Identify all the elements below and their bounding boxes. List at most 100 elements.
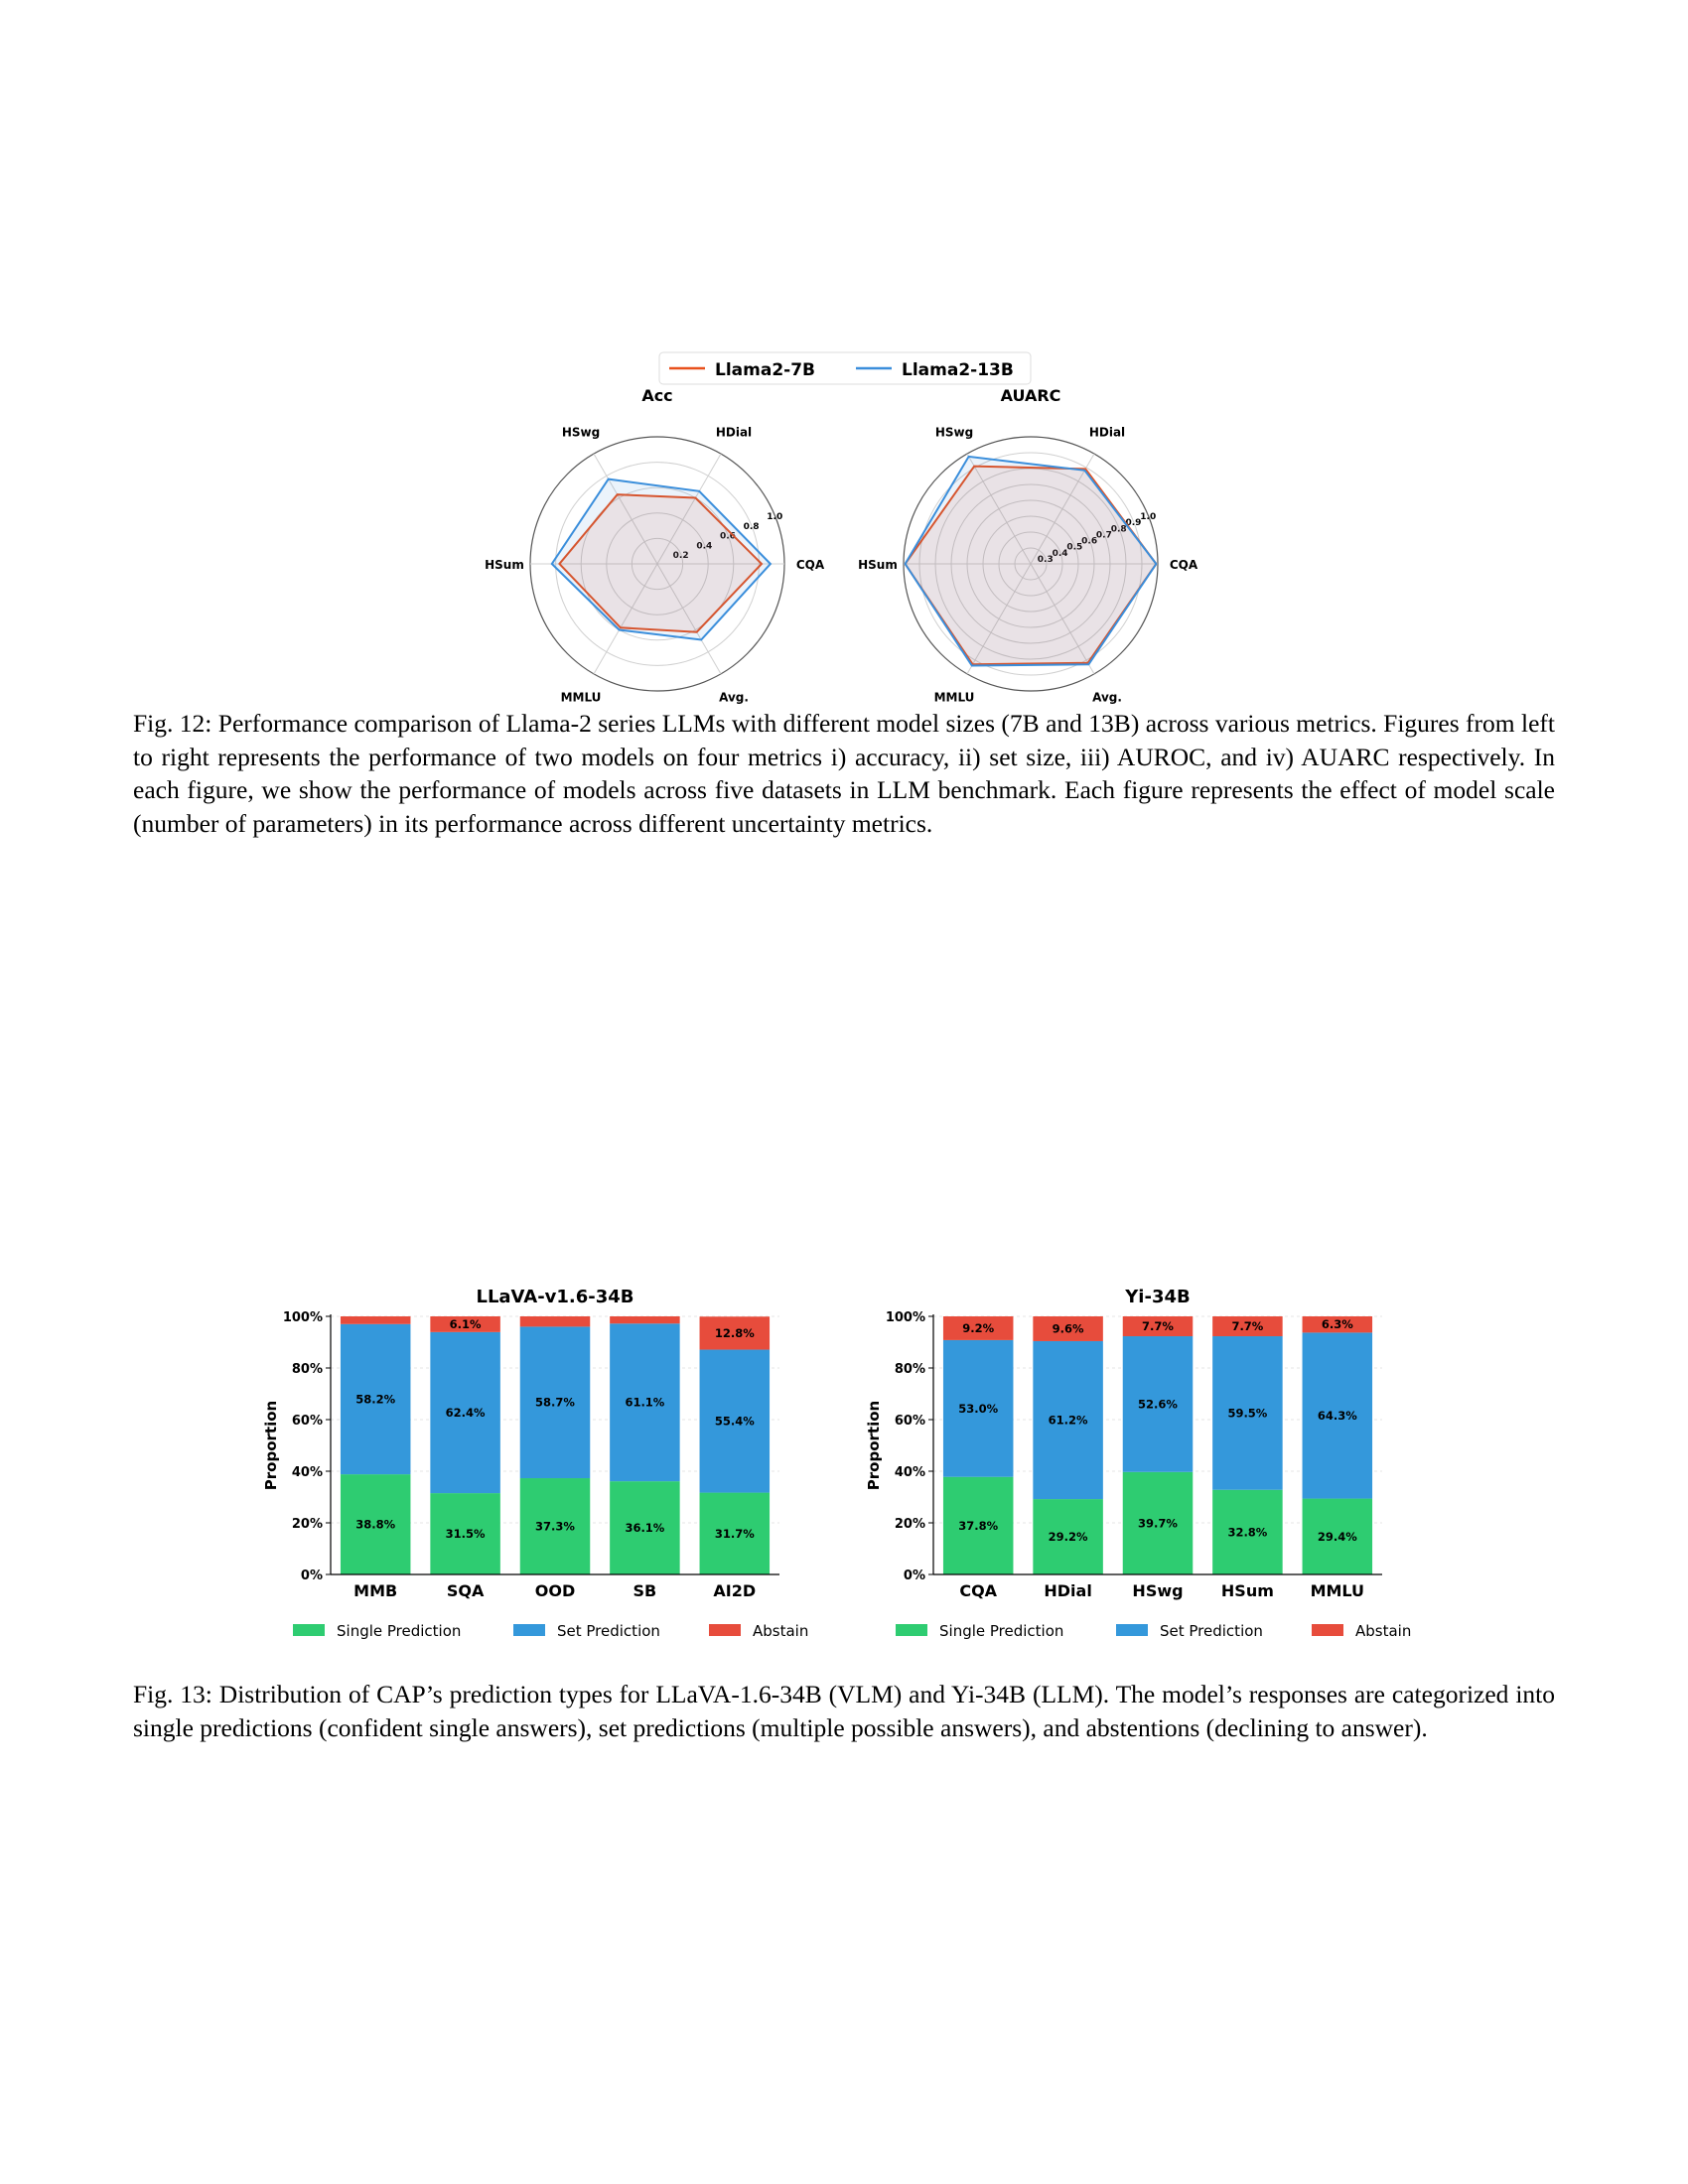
y-axis-label: Proportion bbox=[262, 1401, 280, 1490]
radar-series-llama2-13b bbox=[550, 478, 773, 641]
bar-set-prediction-sb bbox=[610, 1323, 680, 1482]
legend-swatch-0 bbox=[293, 1624, 325, 1636]
y-tick-label: 60% bbox=[895, 1414, 925, 1429]
radar-axis-label: Avg. bbox=[1092, 690, 1122, 704]
figure-12-caption: Fig. 12: Performance comparison of Llama… bbox=[133, 709, 1555, 838]
x-tick-label: SB bbox=[633, 1581, 657, 1600]
data-label: 37.3% bbox=[535, 1520, 575, 1534]
data-label: 62.4% bbox=[446, 1406, 486, 1420]
bar-single-prediction-hswg bbox=[1122, 1471, 1194, 1574]
bar-set-prediction-ai2d bbox=[699, 1349, 771, 1493]
bar-single-prediction-ood bbox=[519, 1478, 591, 1574]
bar-single-prediction-hdial bbox=[1033, 1499, 1103, 1574]
data-label: 55.4% bbox=[715, 1415, 755, 1429]
x-tick-label: SQA bbox=[447, 1581, 485, 1600]
legend-swatch-0 bbox=[896, 1624, 927, 1636]
bar-single-prediction-mmb bbox=[340, 1474, 411, 1574]
radar-title: AUARC bbox=[1001, 386, 1061, 405]
radar-chart-1: 0.30.40.50.60.70.80.91.0 CQA HDial HSwg HSum… bbox=[858, 386, 1198, 704]
data-label: 38.8% bbox=[355, 1518, 395, 1532]
data-label: 29.4% bbox=[1318, 1530, 1357, 1544]
radar-tick-label: 0.2 bbox=[673, 551, 689, 561]
radar-spoke bbox=[1030, 453, 1095, 565]
radar-axis-label: HSum bbox=[485, 558, 524, 572]
radar-axis-label: HSwg bbox=[935, 426, 973, 440]
bar-single-prediction-sb bbox=[610, 1481, 680, 1574]
radar-tick-label: 0.8 bbox=[1111, 524, 1127, 534]
radar-series-llama2-13b bbox=[904, 455, 1158, 667]
data-label: 9.6% bbox=[1053, 1321, 1084, 1335]
radar-chart-0: 0.2 0.4 0.6 0.8 1.0 CQA HDial HSwg HSum MMLU Avg. A… bbox=[485, 386, 825, 704]
data-label: 7.7% bbox=[1231, 1319, 1263, 1333]
data-label: 31.5% bbox=[446, 1527, 486, 1541]
data-label: 52.6% bbox=[1138, 1397, 1178, 1411]
data-label: 58.7% bbox=[535, 1396, 575, 1410]
radar-spoke bbox=[656, 453, 722, 565]
bar-chart-0: 0% 20% 40% 60% 80% 100% 38.8% 58.2% MMB 31.5% 62.4… bbox=[262, 1287, 808, 1640]
radar-tick-label: 0.4 bbox=[1053, 549, 1068, 559]
radar-axis-label: HSum bbox=[858, 558, 898, 572]
data-label: 59.5% bbox=[1227, 1406, 1267, 1420]
x-tick-label: CQA bbox=[959, 1581, 997, 1600]
radar-axis-label: CQA bbox=[1170, 558, 1198, 572]
y-tick-label: 40% bbox=[292, 1465, 323, 1480]
radar-tick-label: 0.6 bbox=[1081, 537, 1097, 547]
legend-label-2: Abstain bbox=[753, 1622, 808, 1640]
x-tick-label: MMLU bbox=[1311, 1581, 1364, 1600]
bar-abstain-ai2d bbox=[699, 1316, 771, 1350]
x-tick-label: HDial bbox=[1044, 1581, 1091, 1600]
data-label: 31.7% bbox=[715, 1527, 755, 1541]
radar-axis-label: HDial bbox=[1089, 426, 1125, 440]
bar-single-prediction-sqa bbox=[430, 1493, 500, 1574]
data-label: 61.1% bbox=[625, 1396, 664, 1410]
radar-tick-label: 0.8 bbox=[744, 522, 760, 532]
y-tick-label: 20% bbox=[895, 1517, 925, 1532]
figure-12-radar-charts: Llama2-7B Llama2-13B 0.2 0.4 0.6 0.8 1.0 CQA HDi… bbox=[485, 351, 1198, 704]
radar-spoke bbox=[1030, 563, 1095, 675]
y-tick-label: 100% bbox=[283, 1310, 323, 1325]
x-tick-label: HSwg bbox=[1132, 1581, 1183, 1600]
radar-axis-label: HSwg bbox=[562, 426, 600, 440]
chart-title: LLaVA-v1.6-34B bbox=[476, 1287, 633, 1307]
data-label: 32.8% bbox=[1227, 1525, 1267, 1539]
bar-set-prediction-mmb bbox=[340, 1323, 411, 1475]
radar-spoke bbox=[966, 453, 1032, 565]
data-label: 29.2% bbox=[1049, 1530, 1088, 1544]
bar-single-prediction-ai2d bbox=[699, 1492, 771, 1574]
legend-swatch-2 bbox=[709, 1624, 741, 1636]
legend-label-0: Single Prediction bbox=[939, 1622, 1063, 1640]
data-label: 39.7% bbox=[1138, 1516, 1178, 1530]
legend-swatch-2 bbox=[1312, 1624, 1343, 1636]
radar-axis-label: CQA bbox=[796, 558, 825, 572]
x-tick-label: AI2D bbox=[713, 1581, 756, 1600]
bar-abstain-mmlu bbox=[1302, 1316, 1373, 1333]
legend-label-1: Set Prediction bbox=[1160, 1622, 1263, 1640]
data-label: 61.2% bbox=[1049, 1414, 1088, 1428]
radar-tick-label: 0.6 bbox=[720, 532, 736, 542]
x-tick-label: MMB bbox=[353, 1581, 397, 1600]
bar-abstain-mmb bbox=[340, 1316, 411, 1324]
radar-axis-label: MMLU bbox=[561, 690, 602, 704]
y-tick-label: 100% bbox=[886, 1310, 925, 1325]
data-label: 9.2% bbox=[962, 1321, 994, 1335]
legend-swatch-1 bbox=[513, 1624, 545, 1636]
data-label: 64.3% bbox=[1318, 1409, 1357, 1423]
radar-tick-label: 0.4 bbox=[696, 541, 712, 551]
legend: Single Prediction Set Prediction Abstain bbox=[293, 1622, 808, 1640]
data-label: 7.7% bbox=[1142, 1319, 1174, 1333]
data-label: 37.8% bbox=[958, 1519, 998, 1533]
radar-tick-label: 0.7 bbox=[1096, 530, 1112, 540]
bar-set-prediction-ood bbox=[519, 1326, 591, 1479]
radar-spoke bbox=[966, 563, 1032, 675]
bar-set-prediction-cqa bbox=[942, 1339, 1014, 1477]
radar-spoke bbox=[656, 563, 722, 675]
figure-13-stacked-bar-charts: 0% 20% 40% 60% 80% 100% 38.8% 58.2% MMB 31.5% 62.4… bbox=[262, 1287, 1411, 1640]
radar-axis-label: HDial bbox=[716, 426, 752, 440]
y-tick-label: 80% bbox=[292, 1362, 323, 1377]
bar-set-prediction-sqa bbox=[430, 1331, 500, 1494]
bar-abstain-ood bbox=[519, 1316, 591, 1327]
figure-13-caption: Fig. 13: Distribution of CAP’s predictio… bbox=[133, 1680, 1555, 1742]
y-tick-label: 0% bbox=[904, 1569, 925, 1583]
legend-frame bbox=[658, 351, 1032, 385]
legend-label-1: Set Prediction bbox=[557, 1622, 660, 1640]
